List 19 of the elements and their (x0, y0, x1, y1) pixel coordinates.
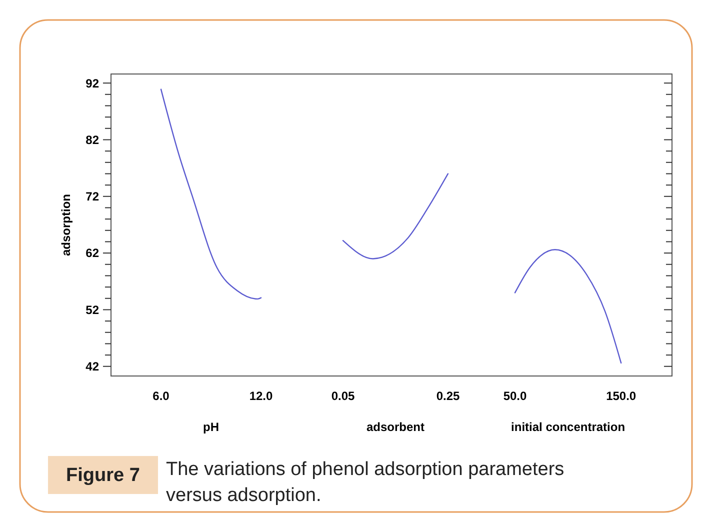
y-tick-label: 72 (86, 190, 100, 204)
x-axis-title: adsorbent (366, 420, 425, 434)
x-axis-title: initial concentration (511, 420, 626, 434)
y-tick-label: 52 (86, 302, 100, 317)
x-tick-label: 150.0 (606, 389, 636, 403)
text: The variations of phenol adsorption parameters versus adsorption. (166, 459, 564, 506)
x-tick-label: 0.05 (331, 389, 355, 403)
caption: Figure 7 (66, 465, 140, 486)
y-tick-label: 42 (86, 360, 100, 374)
y-axis-title: adsorption (59, 194, 73, 256)
x-tick-label: 50.0 (503, 389, 527, 403)
line-series (160, 88, 262, 300)
y-tick-label: 92 (86, 76, 100, 90)
y-tick-label: 62 (86, 246, 100, 260)
y-tick-label: 82 (86, 132, 100, 147)
x-axis-title: pH (203, 420, 219, 434)
x-tick-label: 6.0 (152, 389, 170, 403)
x-tick-label: 12.0 (249, 389, 273, 403)
x-tick-label: 0.25 (436, 389, 460, 403)
